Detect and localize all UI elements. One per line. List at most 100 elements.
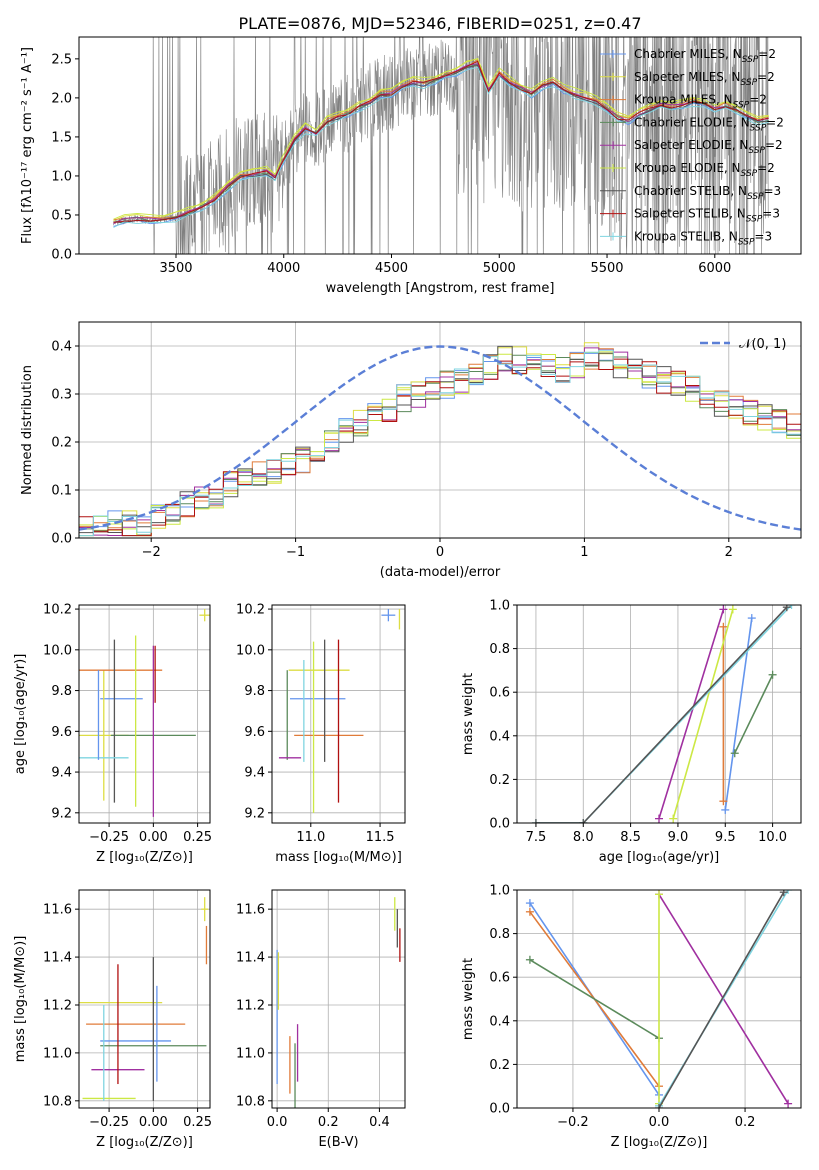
model-series-line — [113, 59, 769, 221]
y-tick-label: 9.8 — [51, 684, 72, 699]
model-series-line — [113, 57, 769, 220]
y-axis-label: mass [log₁₀(M/M⊙)] — [13, 936, 28, 1063]
mass-weight-line — [724, 617, 753, 811]
y-tick-label: 9.6 — [51, 725, 72, 740]
x-tick-label: 11.5 — [366, 830, 395, 845]
axes-frame — [516, 604, 802, 824]
y-tick-label: 1.0 — [51, 169, 72, 184]
chart-mass_vs_age: 11.0 11.5 9.2 9.4 9.6 9.8 10.0 10.2 mass [log₁₀(… — [236, 603, 406, 865]
chart-age_vs_massweight: 7.5 8.0 8.5 9.0 9.5 10.0 0.0 0.2 0.4 0.6 0.8 1.0 age… — [461, 599, 802, 865]
mass-weight-line — [658, 609, 725, 819]
mass-weight-line — [658, 891, 785, 1108]
legend-entry-7: Salpeter STELIB, NSSP=3 — [634, 207, 780, 225]
y-tick-label: 10.2 — [236, 603, 265, 618]
histogram-series — [79, 349, 801, 537]
y-tick-label: 1.0 — [489, 599, 510, 614]
x-tick-label: 0.0 — [267, 1115, 288, 1130]
y-axis-label: mass weight — [461, 673, 476, 755]
x-tick-label: 0.2 — [318, 1115, 339, 1130]
x-tick-label: 11.0 — [296, 830, 325, 845]
x-tick-label: 1 — [580, 545, 588, 560]
y-tick-label: 0.2 — [489, 773, 510, 788]
y-tick-label: 0.1 — [51, 484, 72, 499]
x-tick-label: −2 — [142, 545, 161, 560]
x-tick-label: 8.5 — [620, 830, 641, 845]
chart-z_vs_massweight: −0.2 0.0 0.2 0.0 0.2 0.4 0.6 0.8 1.0 Z [log₁₀(Z/Z… — [461, 884, 802, 1150]
x-axis-label: Z [log₁₀(Z/Z⊙)] — [611, 1135, 708, 1150]
x-tick-label: 9.0 — [668, 830, 689, 845]
y-tick-label: 10.0 — [43, 643, 72, 658]
x-axis-label: E(B-V) — [318, 1135, 358, 1150]
x-tick-label: 3500 — [159, 261, 192, 276]
y-tick-label: 0.6 — [489, 686, 510, 701]
x-axis-label: (data-model)/error — [380, 565, 501, 580]
x-tick-label: 10.0 — [758, 830, 787, 845]
y-tick-label: 9.8 — [244, 684, 265, 699]
x-tick-label: 5500 — [590, 261, 623, 276]
y-tick-label: 1.0 — [489, 884, 510, 899]
legend-entry-1: Salpeter MILES, NSSP=2 — [634, 70, 775, 88]
x-tick-label: 8.0 — [573, 830, 594, 845]
y-tick-label: 0.4 — [489, 1014, 510, 1029]
plot-area — [272, 890, 405, 1108]
chart-z_vs_mass: −0.25 0.00 0.25 10.8 11.0 11.2 11.4 11.6 Z [log₁… — [13, 889, 212, 1150]
y-tick-label: 2.0 — [51, 91, 72, 106]
y-tick-label: 0.2 — [51, 436, 72, 451]
histogram-series — [79, 358, 801, 537]
plot-area — [113, 37, 769, 254]
y-tick-label: 1.5 — [51, 130, 72, 145]
x-tick-label: 0.00 — [139, 1115, 168, 1130]
y-tick-label: 0.0 — [489, 1102, 510, 1117]
y-tick-label: 11.2 — [236, 998, 265, 1013]
legend-entry-2: Kroupa MILES, NSSP=2 — [634, 93, 767, 111]
y-tick-label: 11.2 — [43, 998, 72, 1013]
axes-frame — [78, 36, 802, 255]
x-axis-label: Z [log₁₀(Z/Z⊙)] — [96, 850, 193, 865]
model-series-line — [113, 60, 769, 223]
mass-weight-line — [535, 605, 793, 823]
plot-area — [79, 605, 210, 823]
y-tick-label: 0.2 — [489, 1058, 510, 1073]
plot-area — [79, 322, 801, 538]
chart-spectrum: 3500 4000 4500 5000 5500 6000 0.0 0.5 1.0 1.5 2.0 2… — [20, 36, 802, 296]
y-tick-label: 0.0 — [51, 532, 72, 547]
axes-frame — [78, 604, 211, 824]
y-tick-label: 10.0 — [236, 643, 265, 658]
x-tick-label: 5000 — [483, 261, 516, 276]
histogram-series — [79, 348, 801, 529]
histogram-series — [79, 351, 801, 537]
y-tick-label: 10.2 — [43, 603, 72, 618]
x-tick-label: −0.25 — [89, 1115, 129, 1130]
y-tick-label: 0.4 — [489, 729, 510, 744]
spectrum-data-line — [113, 37, 769, 254]
y-tick-label: 9.4 — [244, 766, 265, 781]
x-tick-label: 0.4 — [369, 1115, 390, 1130]
plot-area — [517, 605, 801, 823]
x-tick-label: 0.25 — [183, 830, 212, 845]
y-axis-label: age [log₁₀(age/yr)] — [13, 654, 28, 775]
x-tick-label: 4000 — [267, 261, 300, 276]
legend-entry-6: Chabrier STELIB, NSSP=3 — [634, 184, 781, 202]
x-tick-label: 0.25 — [183, 1115, 212, 1130]
x-tick-label: 9.5 — [715, 830, 736, 845]
x-tick-label: −0.2 — [557, 1115, 589, 1130]
x-axis-label: wavelength [Angstrom, rest frame] — [326, 281, 555, 296]
histogram-series — [79, 351, 801, 537]
plot-area — [79, 890, 210, 1108]
x-tick-label: 0.0 — [649, 1115, 670, 1130]
chart-residuals: −2 −1 0 1 2 0.0 0.1 0.2 0.3 0.4 (data-model)/error… — [20, 321, 802, 580]
spectrum-legend: Chabrier MILES, NSSP=2 Salpeter MILES, NS… — [600, 47, 784, 247]
axes-frame — [78, 889, 211, 1109]
x-tick-label: 0.2 — [735, 1115, 756, 1130]
axes-frame — [271, 604, 406, 824]
chart-ebv_vs_mass: 0.0 0.2 0.4 10.8 11.0 11.2 11.4 11.6 E(B-V) — [236, 889, 406, 1150]
plot-area — [272, 605, 405, 823]
gaussian-curve — [79, 345, 801, 531]
legend-gaussian-label: 𝒩(0, 1) — [739, 337, 786, 352]
model-series-line — [113, 66, 769, 228]
y-tick-label: 0.4 — [51, 340, 72, 355]
y-tick-label: 9.4 — [51, 766, 72, 781]
mass-weight-line — [672, 609, 734, 819]
x-axis-label: age [log₁₀(age/yr)] — [599, 850, 720, 865]
